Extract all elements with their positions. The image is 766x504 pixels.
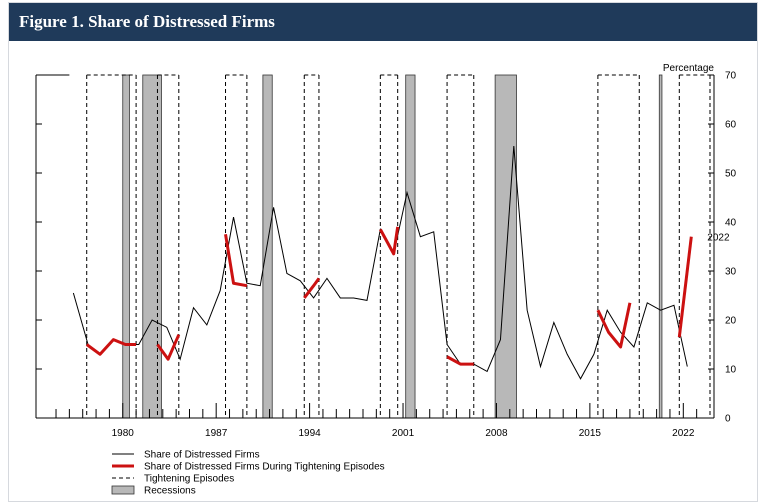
recession-bar	[405, 74, 416, 419]
series-tightening-segment	[677, 236, 693, 338]
x-tick-label: 2022	[672, 428, 695, 439]
series-tightening-segment	[85, 338, 137, 356]
legend-label: Share of Distressed Firms	[144, 450, 260, 461]
y-tick-label: 50	[725, 169, 737, 180]
y-tick-label: 0	[725, 414, 731, 425]
legend-label: Recessions	[144, 486, 196, 497]
y-tick-label: 70	[725, 71, 737, 82]
figure-frame: Figure 1. Share of Distressed Firms 0 10 2…	[8, 2, 758, 502]
legend-label: Tightening Episodes	[144, 474, 234, 485]
recession-bar	[262, 74, 273, 419]
series-tightening-segment	[224, 234, 248, 288]
annotation-2022: 2022	[707, 233, 730, 244]
recession-bar	[142, 74, 162, 419]
x-tick-label: 1987	[205, 428, 228, 439]
y-tick-label: 40	[725, 218, 737, 229]
series-tightening-segment	[596, 302, 632, 349]
recession-bar	[658, 74, 663, 419]
x-tick-label: 1980	[112, 428, 135, 439]
y-tick-label: 30	[725, 267, 737, 278]
legend-swatch-gray	[111, 485, 135, 495]
series-tightening-segment	[303, 277, 321, 299]
x-tick-label: 2008	[485, 428, 508, 439]
series-tightening-segment	[156, 334, 181, 361]
x-tick-label: 2015	[579, 428, 602, 439]
chart: 0 10 20 30 40 50 60 70 Percentage 1980 1987 1994 200…	[35, 63, 737, 497]
x-tick-label: 1994	[298, 428, 321, 439]
series-tightening-segment	[446, 355, 474, 366]
y-axis-label: Percentage	[663, 63, 715, 74]
y-tick-label: 10	[725, 365, 737, 376]
y-tick-label: 20	[725, 316, 737, 327]
figure-title: Figure 1. Share of Distressed Firms	[9, 3, 757, 41]
series-tightening-segment	[379, 226, 400, 256]
x-tick-label: 2001	[392, 428, 415, 439]
y-tick-label: 60	[725, 120, 737, 131]
recession-bar	[122, 74, 130, 419]
recession-bar	[494, 74, 517, 419]
legend-label: Share of Distressed Firms During Tighten…	[144, 462, 385, 473]
